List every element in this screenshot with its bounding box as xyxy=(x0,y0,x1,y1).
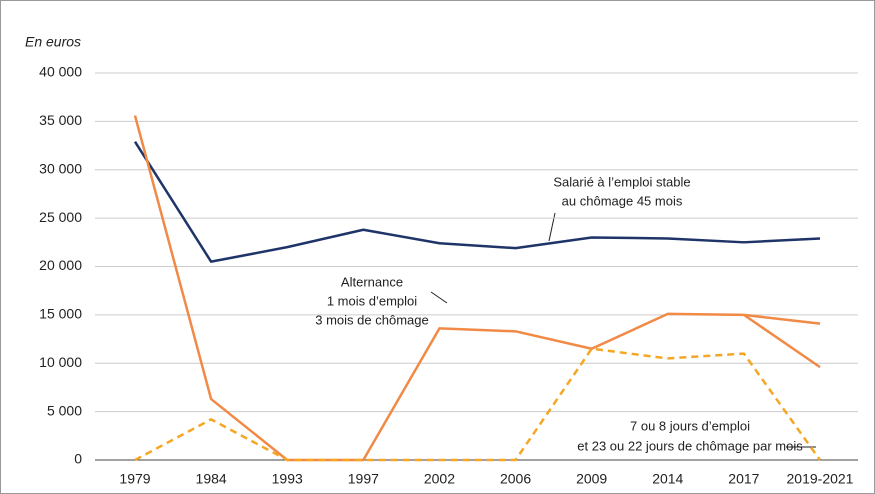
x-tick-label: 1993 xyxy=(272,471,303,487)
y-tick-label: 20 000 xyxy=(39,257,82,273)
annotation: 3 mois de chômage xyxy=(315,312,428,327)
y-tick-label: 0 xyxy=(74,451,82,467)
y-tick-label: 10 000 xyxy=(39,354,82,370)
y-tick-label: 15 000 xyxy=(39,306,82,322)
x-tick-label: 2002 xyxy=(424,471,455,487)
y-tick-label: 35 000 xyxy=(39,112,82,128)
x-tick-label: 2006 xyxy=(500,471,531,487)
y-axis-label: En euros xyxy=(25,34,81,50)
annotation: 1 mois d’emploi xyxy=(327,293,417,308)
x-tick-label: 1984 xyxy=(196,471,227,487)
y-tick-label: 30 000 xyxy=(39,160,82,176)
x-tick-label: 2014 xyxy=(652,471,683,487)
y-tick-label: 40 000 xyxy=(39,64,82,80)
series-line xyxy=(133,141,821,263)
annotation: Salarié à l’emploi stable xyxy=(553,174,690,189)
series-line xyxy=(133,115,821,462)
x-tick-label: 1979 xyxy=(119,471,150,487)
annotation: Alternance xyxy=(341,274,403,289)
x-tick-label: 2009 xyxy=(576,471,607,487)
leader xyxy=(430,291,448,304)
annotation: et 23 ou 22 jours de chômage par mois xyxy=(577,438,803,453)
y-tick-label: 25 000 xyxy=(39,209,82,225)
x-tick-label: 2019-2021 xyxy=(787,471,854,487)
series-line xyxy=(134,347,822,462)
x-tick-label: 2017 xyxy=(728,471,759,487)
annotation: au chômage 45 mois xyxy=(562,193,683,208)
annotation: 7 ou 8 jours d’emploi xyxy=(630,418,750,433)
series-line xyxy=(743,313,821,369)
y-tick-label: 5 000 xyxy=(47,402,82,418)
x-tick-label: 1997 xyxy=(348,471,379,487)
